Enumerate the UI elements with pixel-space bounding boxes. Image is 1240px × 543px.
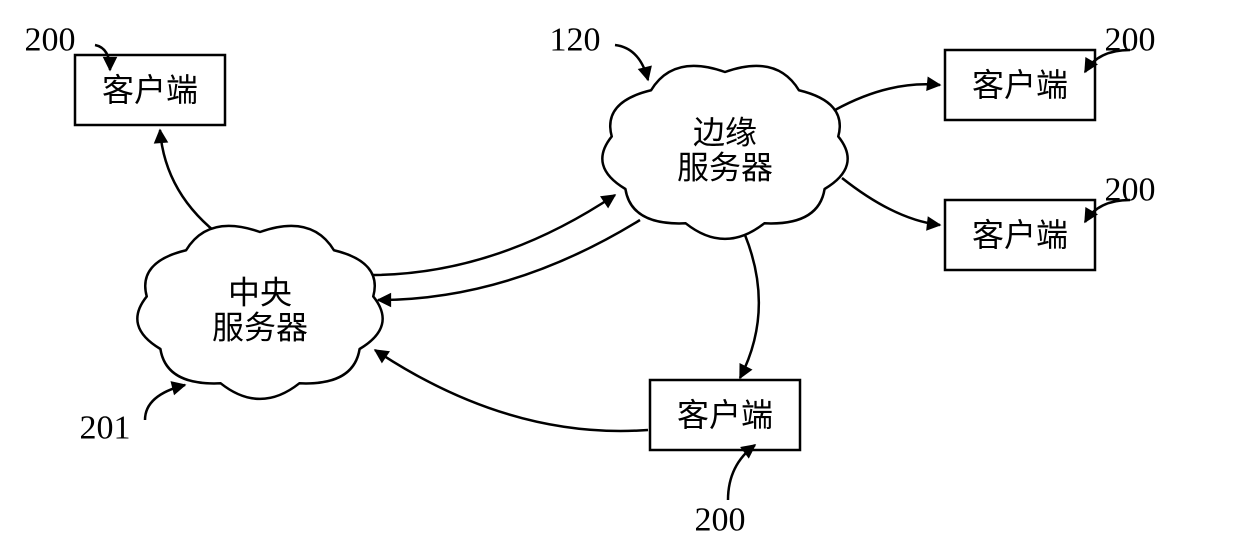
node-label1-central: 中央 (228, 274, 292, 310)
edge-edge_to_clientTR (835, 84, 940, 110)
edge-clientBR_to_central (375, 350, 648, 431)
node-central: 中央服务器 (137, 226, 382, 399)
node-edge: 边缘服务器 (602, 66, 847, 239)
edge-central_to_edge (370, 195, 615, 275)
edge-edge_to_central (378, 220, 640, 300)
label-pointer-p_br (728, 445, 755, 500)
edge-edge_to_clientMR (842, 178, 940, 225)
node-label2-central: 服务器 (212, 310, 308, 346)
node-label2-edge: 服务器 (677, 150, 773, 186)
node-label-client_tr: 客户端 (972, 67, 1068, 103)
num-label-l200_tr: 200 (1105, 22, 1156, 59)
node-client_br: 客户端 (650, 380, 800, 450)
num-label-l200_mr: 200 (1105, 172, 1156, 209)
node-client_tr: 客户端 (945, 50, 1095, 120)
node-client_mr: 客户端 (945, 200, 1095, 270)
label-pointer-p_120 (615, 45, 648, 80)
node-label1-edge: 边缘 (693, 114, 757, 150)
num-label-l201: 201 (80, 410, 131, 447)
num-label-l200_tl: 200 (25, 22, 76, 59)
label-pointer-p_201 (145, 385, 185, 420)
node-client_tl: 客户端 (75, 55, 225, 125)
node-label-client_tl: 客户端 (102, 72, 198, 108)
node-label-client_br: 客户端 (677, 397, 773, 433)
node-label-client_mr: 客户端 (972, 217, 1068, 253)
edge-edge_to_clientBR (740, 235, 759, 378)
num-label-l200_br: 200 (695, 502, 746, 539)
num-label-l120: 120 (550, 22, 601, 59)
edge-central_to_clientTL (160, 130, 223, 238)
